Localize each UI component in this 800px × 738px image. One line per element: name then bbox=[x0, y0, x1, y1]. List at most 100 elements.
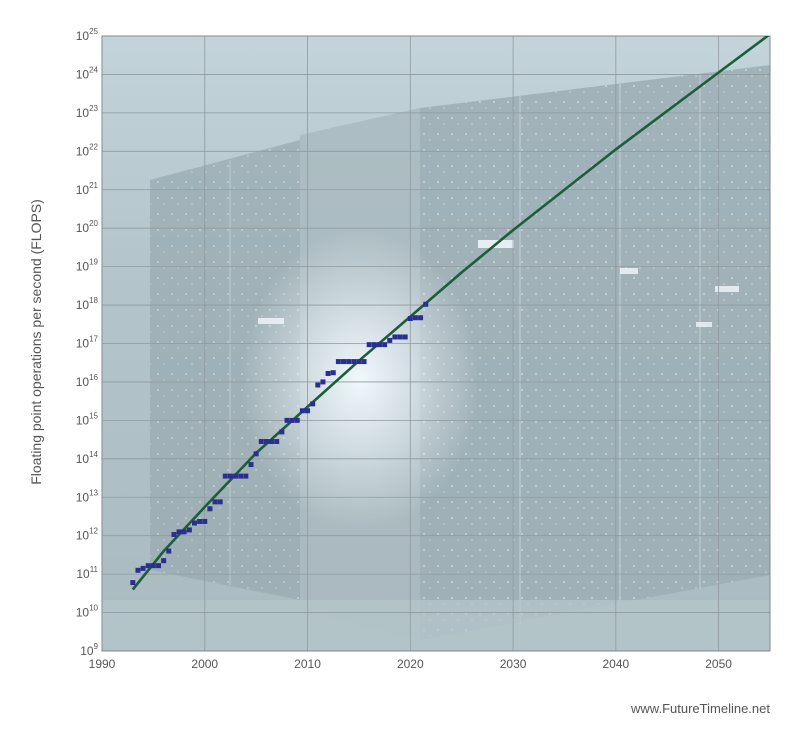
data-point bbox=[243, 473, 249, 479]
y-tick-exponent: 18 bbox=[89, 296, 98, 305]
data-point bbox=[356, 359, 362, 365]
horizontal-gridlines bbox=[102, 74, 770, 613]
y-tick-exponent: 23 bbox=[89, 104, 98, 113]
data-point bbox=[310, 401, 316, 407]
data-point bbox=[320, 379, 326, 385]
x-tick-label: 2040 bbox=[602, 657, 629, 671]
y-tick-exponent: 19 bbox=[89, 258, 98, 267]
data-point bbox=[130, 580, 136, 586]
data-point bbox=[325, 370, 331, 376]
data-point bbox=[387, 337, 393, 343]
data-point bbox=[263, 439, 269, 445]
y-tick-base: 10 bbox=[80, 644, 94, 658]
y-tick-exponent: 12 bbox=[89, 527, 98, 536]
y-tick-exponent: 11 bbox=[90, 565, 99, 574]
x-tick-label: 2020 bbox=[397, 657, 424, 671]
y-tick-exponent: 10 bbox=[89, 604, 98, 613]
data-point bbox=[135, 567, 141, 573]
y-tick-label: 1022 bbox=[76, 142, 99, 158]
data-point bbox=[418, 315, 424, 321]
y-tick-base: 10 bbox=[76, 260, 90, 274]
y-tick-label: 1012 bbox=[76, 527, 99, 543]
data-point bbox=[191, 520, 197, 526]
x-tick-label: 2030 bbox=[500, 657, 527, 671]
data-point bbox=[227, 473, 233, 479]
y-tick-base: 10 bbox=[76, 606, 90, 620]
y-tick-exponent: 17 bbox=[89, 335, 98, 344]
data-point bbox=[346, 359, 352, 365]
y-tick-label: 1018 bbox=[76, 296, 99, 312]
data-point bbox=[217, 499, 223, 505]
y-tick-base: 10 bbox=[76, 67, 90, 81]
y-tick-base: 10 bbox=[76, 183, 90, 197]
x-axis-ticks: 1990 2000 2010 2020 2030 2040 2050 bbox=[89, 657, 733, 671]
data-point bbox=[382, 342, 388, 348]
y-tick-base: 10 bbox=[76, 529, 90, 543]
data-point bbox=[315, 382, 321, 388]
credit-url: www.FutureTimeline.net bbox=[631, 701, 770, 716]
y-tick-label: 1021 bbox=[76, 181, 99, 197]
y-tick-base: 10 bbox=[76, 375, 90, 389]
data-point bbox=[371, 342, 377, 348]
data-point bbox=[279, 429, 285, 435]
y-tick-exponent: 22 bbox=[89, 142, 98, 151]
data-point bbox=[181, 529, 187, 535]
data-point bbox=[423, 301, 429, 307]
y-tick-base: 10 bbox=[76, 106, 90, 120]
y-tick-base: 10 bbox=[76, 337, 90, 351]
plot-area bbox=[101, 35, 771, 652]
data-point bbox=[222, 473, 228, 479]
data-point bbox=[269, 439, 275, 445]
y-tick-exponent: 15 bbox=[89, 411, 98, 420]
data-point bbox=[207, 506, 213, 512]
x-tick-label: 2000 bbox=[191, 657, 218, 671]
data-point bbox=[140, 565, 146, 571]
y-tick-exponent: 25 bbox=[89, 27, 98, 36]
data-point bbox=[412, 315, 418, 321]
data-point bbox=[330, 370, 336, 376]
y-tick-exponent: 21 bbox=[89, 181, 98, 190]
data-point bbox=[376, 342, 382, 348]
data-point bbox=[150, 563, 156, 569]
y-tick-exponent: 16 bbox=[89, 373, 98, 382]
x-tick-label: 2050 bbox=[705, 657, 732, 671]
data-point bbox=[305, 408, 311, 414]
data-point bbox=[171, 532, 177, 538]
y-tick-base: 10 bbox=[76, 298, 90, 312]
y-axis-label: Floating point operations per second (FL… bbox=[28, 199, 44, 485]
y-tick-label: 1023 bbox=[76, 104, 99, 120]
y-tick-label: 1015 bbox=[76, 411, 99, 427]
y-tick-label: 1019 bbox=[76, 258, 99, 274]
y-tick-exponent: 13 bbox=[89, 488, 98, 497]
y-tick-label: 1013 bbox=[76, 488, 99, 504]
data-point bbox=[284, 417, 290, 423]
data-point bbox=[161, 558, 167, 564]
data-point bbox=[186, 527, 192, 533]
y-tick-exponent: 9 bbox=[94, 642, 99, 651]
y-tick-base: 10 bbox=[76, 144, 90, 158]
y-tick-label: 1010 bbox=[76, 604, 99, 620]
data-point bbox=[248, 462, 254, 468]
y-tick-label: 1011 bbox=[76, 565, 98, 581]
data-point bbox=[366, 342, 372, 348]
data-point bbox=[299, 408, 305, 414]
y-tick-base: 10 bbox=[76, 221, 90, 235]
y-tick-label: 1020 bbox=[76, 219, 99, 235]
data-point bbox=[407, 316, 413, 322]
data-point bbox=[335, 359, 341, 365]
x-tick-label: 1990 bbox=[89, 657, 116, 671]
data-point bbox=[341, 359, 347, 365]
y-tick-base: 10 bbox=[76, 29, 90, 43]
y-axis-ticks: 1091010101110121013101410151016101710181… bbox=[76, 27, 99, 658]
data-point bbox=[212, 499, 218, 505]
y-tick-label: 1025 bbox=[76, 27, 99, 43]
data-point bbox=[361, 359, 367, 365]
data-point bbox=[392, 334, 398, 340]
y-tick-label: 1024 bbox=[76, 65, 99, 81]
data-point bbox=[176, 529, 182, 535]
data-points bbox=[130, 301, 429, 586]
y-tick-label: 1016 bbox=[76, 373, 99, 389]
y-tick-exponent: 20 bbox=[89, 219, 98, 228]
y-tick-base: 10 bbox=[76, 413, 90, 427]
